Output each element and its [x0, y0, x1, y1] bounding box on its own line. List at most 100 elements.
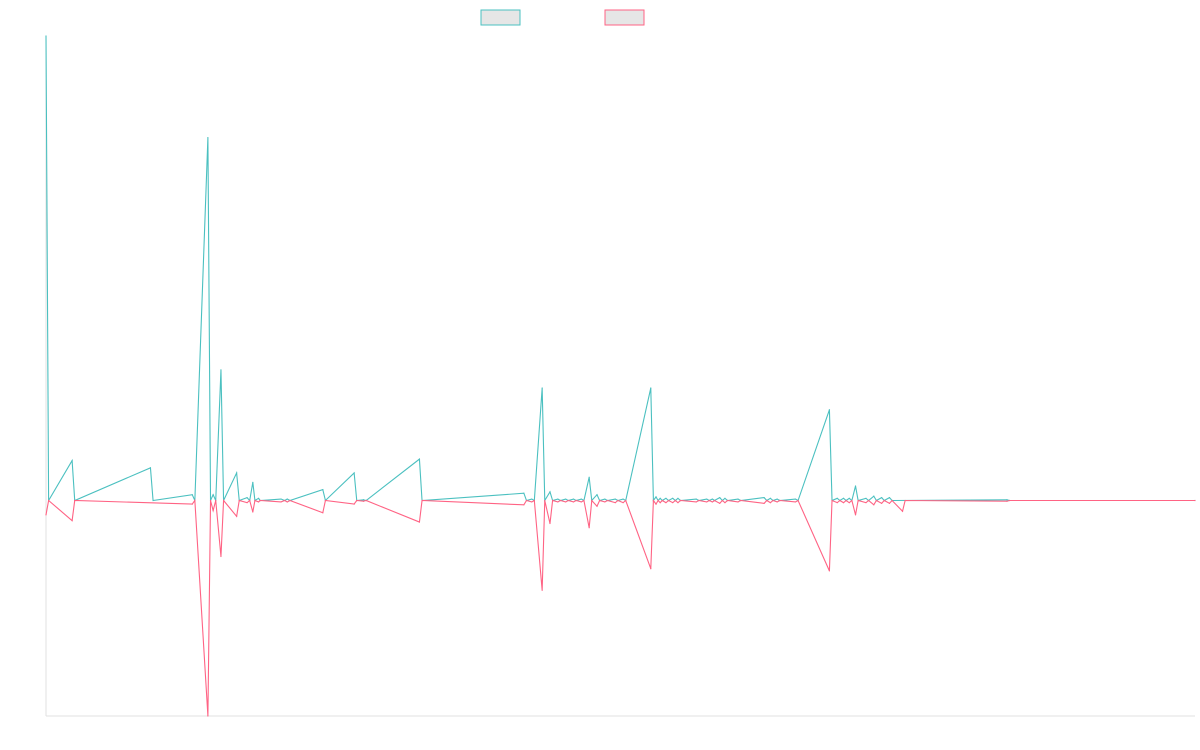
series-2-point — [674, 499, 676, 502]
legend[interactable] — [480, 9, 645, 26]
series-2-point — [525, 499, 528, 502]
series-2-point — [873, 504, 875, 506]
series-2-point — [418, 521, 421, 523]
series-2-point — [207, 715, 209, 717]
series-2-point — [549, 522, 551, 525]
legend-swatch-1[interactable] — [480, 9, 521, 26]
series-2-point — [706, 501, 708, 503]
series-2-point — [677, 502, 679, 504]
series-1-point — [711, 498, 714, 500]
series-1-point — [873, 495, 875, 497]
series-1-point — [191, 494, 193, 496]
series-1-point — [572, 498, 575, 500]
series-2-point — [719, 502, 721, 504]
series-1-point — [719, 497, 721, 499]
series-2-point — [48, 499, 50, 502]
series-2-point — [222, 499, 225, 502]
series-2-point — [769, 502, 771, 504]
series-2-point — [45, 514, 47, 516]
series-2-point — [215, 499, 217, 502]
series-2-point — [845, 499, 847, 502]
series-2-point — [857, 499, 859, 502]
series-1-point — [531, 498, 533, 500]
series-2-point — [737, 501, 739, 503]
series-1-point — [286, 498, 288, 500]
series-2-point — [865, 502, 867, 504]
series-2-point — [695, 501, 697, 503]
series-1-point — [842, 497, 845, 499]
series-1-point — [565, 498, 567, 500]
series-1-point — [672, 497, 674, 499]
series-2-point — [606, 499, 609, 502]
axes — [45, 36, 1195, 717]
series-1-point — [588, 476, 590, 478]
series-1-point — [665, 497, 667, 499]
series-2-point — [772, 499, 774, 502]
series-1-point — [212, 494, 214, 496]
series-2-point — [567, 499, 569, 502]
series-1-point — [776, 498, 778, 500]
series-1-point — [836, 497, 838, 499]
series-2-point — [740, 499, 742, 502]
series-2-point — [289, 499, 291, 502]
series-2-point — [252, 511, 254, 513]
series-1-point — [252, 481, 254, 483]
series-2-point — [672, 502, 674, 504]
series-1-point — [280, 498, 282, 500]
series-1-point — [655, 496, 657, 498]
series-2-point — [839, 499, 841, 502]
series-2-point — [848, 502, 850, 504]
series-2-point — [650, 568, 652, 570]
series-1-point — [362, 499, 365, 501]
series-2-point — [724, 502, 726, 504]
series-2-point — [575, 499, 577, 502]
series-2-point — [888, 502, 891, 504]
series-2-point — [557, 501, 559, 503]
series-2-point — [797, 499, 799, 502]
series-1-point — [71, 459, 73, 462]
series-2-point — [541, 589, 543, 591]
series-2-point — [622, 502, 624, 504]
series-2-point — [875, 499, 878, 502]
series-2-point — [362, 500, 365, 502]
series-1-point — [614, 498, 616, 500]
series-2-point — [763, 502, 765, 504]
series-2-point — [531, 501, 533, 503]
series-2-point — [625, 499, 627, 502]
series-2-point — [599, 499, 601, 502]
series-2-point — [679, 499, 682, 502]
series-2-point — [828, 570, 831, 572]
series-1-point — [763, 497, 765, 499]
series-1-point — [622, 498, 624, 500]
series-1-point — [677, 497, 679, 499]
series-2-point — [596, 505, 598, 507]
series-1-point — [541, 387, 543, 389]
series-2-point — [238, 499, 240, 502]
series-1-point — [549, 491, 551, 493]
series-2-point — [236, 515, 238, 517]
series-1-point — [650, 387, 652, 389]
series-2-point — [661, 499, 663, 502]
legend-swatch-2[interactable] — [604, 9, 645, 26]
series-2-point — [831, 499, 833, 502]
series-2-point — [1006, 500, 1008, 502]
series-2-point — [904, 499, 906, 502]
series-1-point — [865, 497, 867, 499]
series-2-point — [220, 555, 222, 558]
series-2-point — [652, 499, 655, 502]
series-1-point — [828, 409, 831, 411]
series-1-point — [854, 485, 857, 487]
series-2-point — [322, 512, 324, 514]
series-2-point — [523, 504, 525, 506]
series-2-point — [604, 501, 606, 503]
series-2-point — [842, 502, 845, 504]
series-2-point — [209, 499, 212, 502]
series-2-point — [552, 499, 554, 502]
series-2-point — [588, 527, 590, 529]
series-2-point — [254, 499, 256, 502]
series-2-point — [212, 509, 214, 512]
series-1-point — [888, 497, 891, 499]
series-1-point — [207, 137, 209, 139]
series-2-point — [881, 502, 883, 504]
